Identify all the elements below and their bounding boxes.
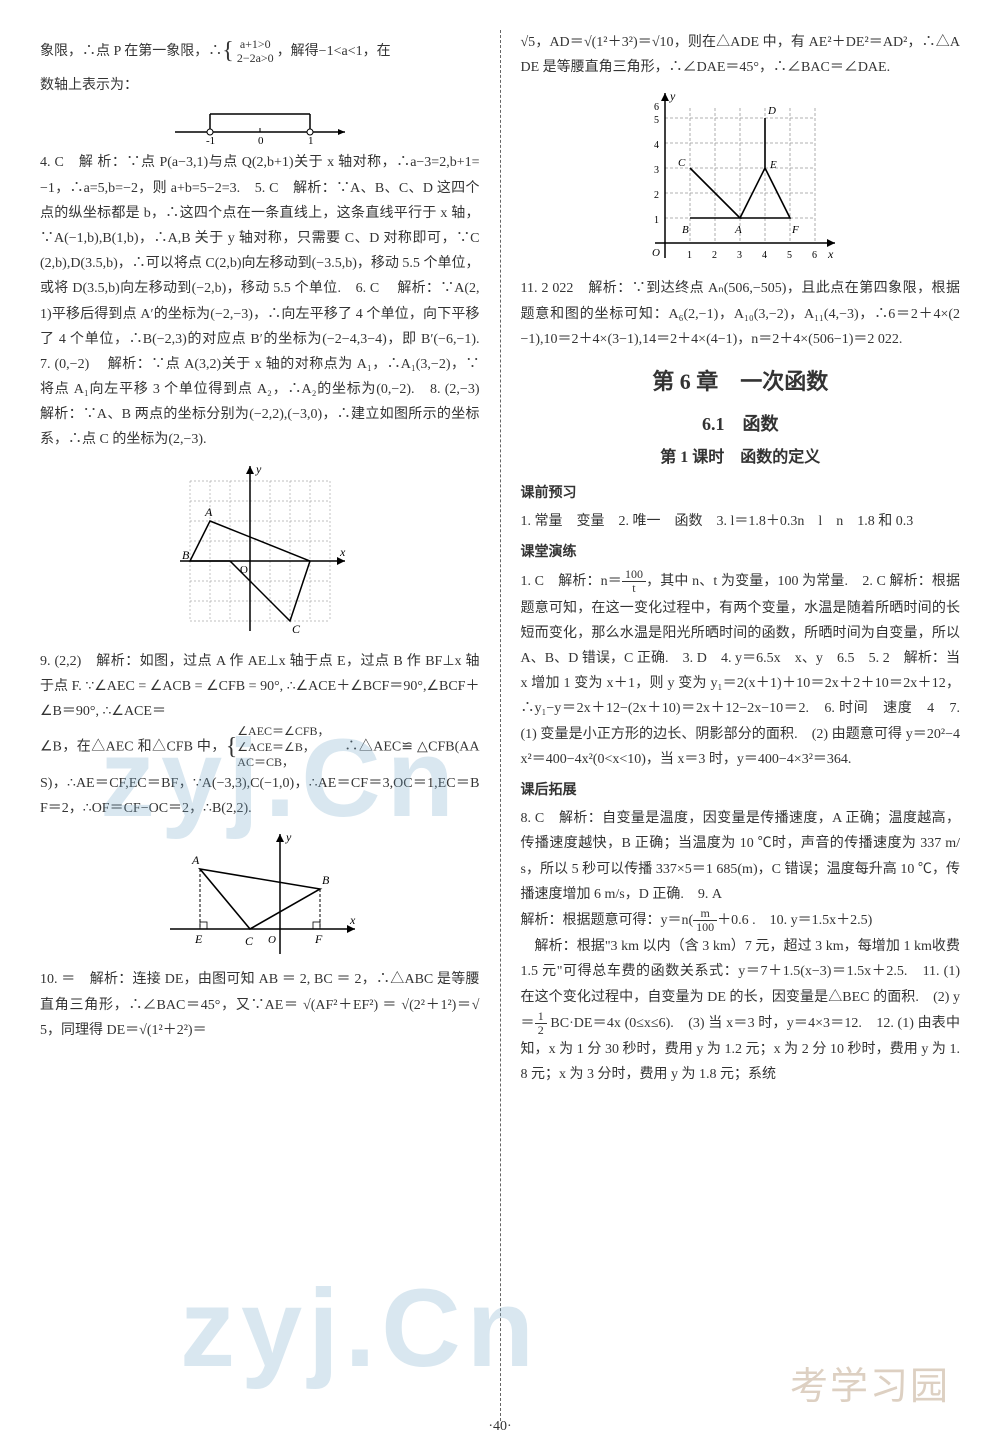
brace-open: { bbox=[222, 38, 234, 64]
svg-text:O: O bbox=[652, 247, 660, 259]
brace2: { bbox=[226, 734, 238, 760]
b2-1: ∠AEC＝∠CFB， bbox=[237, 724, 329, 740]
left-text-2: 9. (2,2) 解析：如图，过点 A 作 AE⊥x 轴于点 E，过点 B 作 … bbox=[40, 649, 480, 822]
frac-100-t: 100t bbox=[622, 568, 646, 595]
preview-head: 课前预习 bbox=[521, 481, 961, 506]
svg-text:C: C bbox=[678, 157, 686, 169]
p5: 解析：∵点 A(3,2)关于 x 轴的对称点为 A₁，∴A₁(3,−2)，∵将点… bbox=[40, 357, 494, 448]
fn1: 100 bbox=[622, 568, 646, 582]
svg-text:5: 5 bbox=[654, 115, 659, 126]
svg-text:y: y bbox=[669, 89, 676, 103]
p6: 9. (2,2) 解析：如图，过点 A 作 AE⊥x 轴于点 E，过点 B 作 … bbox=[40, 654, 480, 719]
fd1: t bbox=[622, 582, 646, 595]
sys-top: a+1>0 bbox=[234, 38, 277, 51]
page-number: ·40· bbox=[488, 1414, 511, 1439]
svg-text:y: y bbox=[255, 462, 262, 476]
svg-text:2: 2 bbox=[712, 250, 717, 261]
svg-text:1: 1 bbox=[654, 215, 659, 226]
p2a: 数轴上表示为： bbox=[40, 78, 138, 93]
brace-sys: a+1>02−2a>0 bbox=[234, 38, 277, 64]
a-p2bb: BC·DE＝4x bbox=[547, 1016, 621, 1031]
svg-text:0: 0 bbox=[258, 135, 264, 144]
c-p1b: ，其中 n、t 为变量，100 为常量. 2. C bbox=[646, 574, 886, 589]
number-line: -1 0 1 bbox=[170, 104, 350, 144]
svg-text:B: B bbox=[322, 873, 330, 887]
fd3: 2 bbox=[535, 1024, 547, 1037]
a-p1a: 8. C 解析：自变量是温度，因变量是传播速度，A 正确；温度越高，传播速度越快… bbox=[521, 811, 961, 902]
svg-text:F: F bbox=[791, 224, 799, 236]
classroom-head: 课堂演练 bbox=[521, 540, 961, 565]
svg-text:6: 6 bbox=[654, 102, 659, 113]
svg-text:C: C bbox=[245, 934, 254, 948]
svg-text:A: A bbox=[191, 853, 200, 867]
fn2: m bbox=[693, 907, 717, 921]
p1a: 象限，∴点 P 在第一象限，∴ bbox=[40, 44, 222, 59]
svg-text:5: 5 bbox=[787, 250, 792, 261]
p2b: 4. C 解 bbox=[40, 155, 93, 170]
svg-text:E: E bbox=[769, 159, 777, 171]
section-title: 6.1 函数 bbox=[521, 408, 961, 440]
sys-bot: 2−2a>0 bbox=[234, 52, 277, 65]
svg-text:O: O bbox=[268, 934, 276, 946]
stamp: 考学习园 bbox=[790, 1353, 950, 1421]
svg-text:E: E bbox=[194, 932, 203, 946]
svg-text:x: x bbox=[349, 913, 356, 927]
svg-text:A: A bbox=[734, 224, 742, 236]
frac-1-2: 12 bbox=[535, 1010, 547, 1037]
svg-text:3: 3 bbox=[654, 165, 659, 176]
lesson-title: 第 1 课时 函数的定义 bbox=[521, 444, 961, 473]
b2-2: ∠ACE＝∠B， bbox=[237, 740, 329, 756]
preview-text: 1. 常量 变量 2. 唯一 函数 3. l＝1.8＋0.3n l n 1.8 … bbox=[521, 509, 961, 534]
p6bb: ∴△AEC≌ bbox=[344, 740, 413, 755]
b2-3: AC＝CB， bbox=[237, 755, 329, 771]
svg-text:D: D bbox=[767, 105, 776, 117]
classroom-block: 1. C 解析：n＝100t，其中 n、t 为变量，100 为常量. 2. C … bbox=[521, 568, 961, 772]
diagram-triangle: x y O A B C E F bbox=[160, 829, 360, 959]
svg-text:1: 1 bbox=[308, 135, 314, 144]
left-text-3: 10. ＝ 解析：连接 DE，由图可知 AB ＝ 2, BC ＝ 2，∴△ABC… bbox=[40, 967, 480, 1043]
svg-text:F: F bbox=[314, 932, 323, 946]
a-p1bb: ＋0.6 . 10. y＝1.5x＋2.5 bbox=[717, 913, 868, 928]
a-p1ba: 解析：根据题意可得：y＝n bbox=[521, 913, 689, 928]
svg-text:C: C bbox=[292, 622, 301, 636]
afterclass-block: 8. C 解析：自变量是温度，因变量是传播速度，A 正确；温度越高，传播速度越快… bbox=[521, 806, 961, 1087]
column-divider bbox=[500, 30, 501, 1421]
p6ba: ∠B，在△AEC 和△CFB 中， bbox=[40, 740, 226, 755]
svg-text:-1: -1 bbox=[206, 135, 215, 144]
svg-text:6: 6 bbox=[812, 250, 817, 261]
diagram-grid-abc: x y O A B C bbox=[170, 461, 350, 641]
p3: 析：∵点 P(a−3,1)与点 Q(2,b+1)关于 x 轴对称，∴a−3=2,… bbox=[40, 155, 480, 296]
svg-text:4: 4 bbox=[654, 140, 659, 151]
svg-text:x: x bbox=[339, 545, 346, 559]
p1b: ，解得−1<a<1，在 bbox=[277, 44, 391, 59]
right-p1: √5，AD＝√(1²＋3²)＝√10，则在△ADE 中，有 AE²＋DE²＝AD… bbox=[521, 30, 961, 80]
svg-text:B: B bbox=[182, 548, 190, 562]
fd2: 100 bbox=[693, 921, 717, 934]
p8a: 10. ＝ 解析：连接 DE，由图可知 AB bbox=[40, 972, 278, 987]
svg-text:4: 4 bbox=[762, 250, 767, 261]
fn3: 1 bbox=[535, 1010, 547, 1024]
frac-m-100: m100 bbox=[693, 907, 717, 934]
left-column: 象限，∴点 P 在第一象限，∴{a+1>02−2a>0，解得−1<a<1，在 数… bbox=[40, 30, 480, 1421]
svg-text:3: 3 bbox=[737, 250, 742, 261]
c-p2: 解析：根据题意可知，在这一变化过程中，有两个变量，水温是随着所晒时间的长短而变化… bbox=[521, 574, 961, 767]
brace-sys2: ∠AEC＝∠CFB，∠ACE＝∠B，AC＝CB， bbox=[237, 724, 329, 771]
svg-text:y: y bbox=[285, 830, 292, 844]
right-column: √5，AD＝√(1²＋3²)＝√10，则在△ADE 中，有 AE²＋DE²＝AD… bbox=[521, 30, 961, 1421]
svg-text:x: x bbox=[827, 247, 834, 261]
svg-text:B: B bbox=[682, 224, 689, 236]
c-p1a: 1. C 解析：n＝ bbox=[521, 574, 622, 589]
chapter-title: 第 6 章 一次函数 bbox=[521, 362, 961, 402]
svg-text:1: 1 bbox=[687, 250, 692, 261]
left-text: 象限，∴点 P 在第一象限，∴{a+1>02−2a>0，解得−1<a<1，在 数… bbox=[40, 30, 480, 453]
right-p2: 11. 2 022 解析：∵到达终点 Aₙ(506,−505)，且此点在第四象限… bbox=[521, 276, 961, 352]
afterclass-head: 课后拓展 bbox=[521, 778, 961, 803]
svg-text:A: A bbox=[204, 505, 213, 519]
diagram-grid-right: x y O 1 2 3 4 5 6 1 2 3 4 5 6 B A F C E D bbox=[640, 88, 840, 268]
svg-text:2: 2 bbox=[654, 190, 659, 201]
